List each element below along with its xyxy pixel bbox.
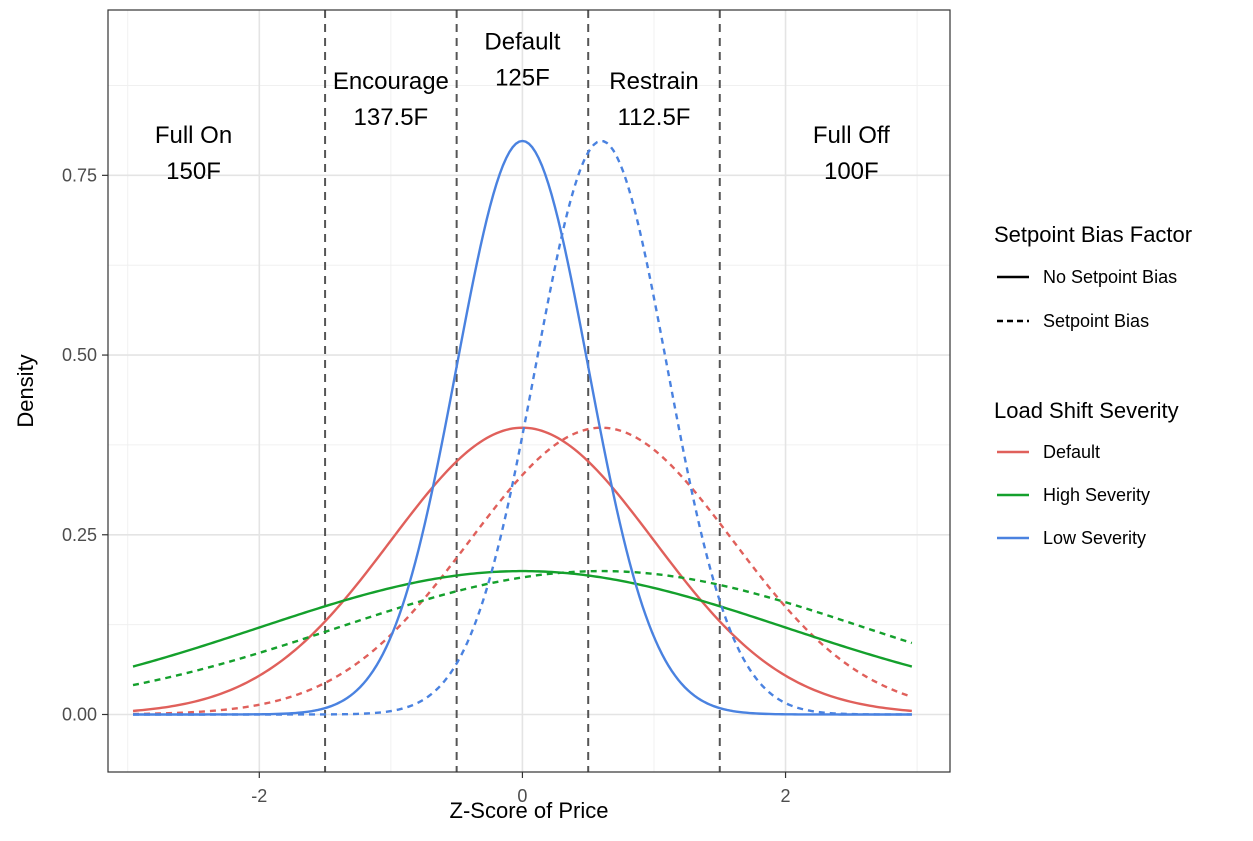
legend-label: Setpoint Bias	[1043, 311, 1149, 331]
density-curve	[133, 139, 912, 716]
x-tick-label: 0	[517, 786, 527, 806]
density-curve	[132, 426, 913, 716]
legend-label: Low Severity	[1043, 528, 1146, 548]
zone-labels: Full On 150F Encourage 137.5F Default 125F Res…	[155, 29, 890, 185]
density-curve	[132, 569, 913, 668]
axes: Z-Score of Price Density -2 0 2 0.00 0.25 0.5…	[13, 165, 791, 823]
zone-label: Default 125F	[484, 29, 560, 92]
y-tick-label: 0.25	[62, 525, 97, 545]
y-tick-label: 0.50	[62, 345, 97, 365]
density-curve	[132, 569, 913, 687]
zone-label: Full Off 100F	[813, 122, 890, 185]
density-curves	[132, 139, 913, 716]
legend-label: High Severity	[1043, 485, 1150, 505]
y-axis-title: Density	[13, 354, 38, 427]
density-curve	[132, 426, 912, 713]
panel-border	[107, 9, 951, 773]
zone-label: Encourage 137.5F	[333, 68, 449, 131]
legend: Setpoint Bias Factor Load Shift Severity…	[994, 222, 1192, 548]
x-tick-label: -2	[251, 786, 267, 806]
zone-label: Full On 150F	[155, 122, 232, 185]
x-axis-title: Z-Score of Price	[450, 798, 609, 823]
zone-dividers	[324, 10, 721, 772]
legend-label: No Setpoint Bias	[1043, 267, 1177, 287]
y-tick-label: 0.75	[62, 165, 97, 185]
y-tick-label: 0.00	[62, 704, 97, 724]
zone-label: Restrain 112.5F	[609, 68, 698, 131]
legend-title-setpoint-bias: Setpoint Bias Factor	[994, 222, 1192, 247]
x-tick-label: 2	[781, 786, 791, 806]
legend-label: Default	[1043, 442, 1100, 462]
legend-title-load-shift-severity: Load Shift Severity	[994, 398, 1179, 423]
density-curve	[133, 139, 912, 716]
